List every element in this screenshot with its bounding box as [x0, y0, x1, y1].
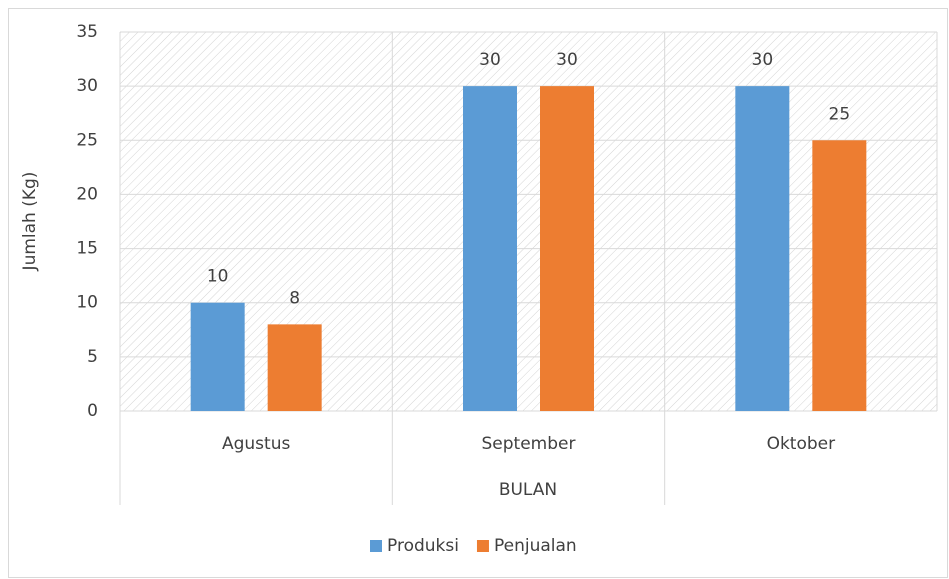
- x-tick-label: Agustus: [222, 434, 290, 454]
- y-tick-label: 25: [76, 130, 98, 150]
- data-label: 8: [289, 288, 300, 308]
- y-tick-label: 20: [76, 184, 98, 204]
- y-tick-label: 35: [76, 22, 98, 42]
- bar: [812, 140, 867, 412]
- data-label: 25: [829, 104, 851, 124]
- legend-label: Produksi: [387, 536, 459, 556]
- y-tick-label: 15: [76, 239, 98, 259]
- data-label: 10: [207, 267, 229, 287]
- data-label: 30: [752, 50, 774, 70]
- data-label: 30: [479, 50, 501, 70]
- bar: [540, 86, 594, 412]
- legend-swatch: [370, 540, 382, 552]
- plot-background: [120, 32, 937, 411]
- x-axis-title: BULAN: [499, 480, 557, 500]
- legend-label: Penjualan: [494, 536, 577, 556]
- y-tick-label: 0: [87, 401, 98, 421]
- y-axis-title: Jumlah (Kg): [20, 172, 40, 272]
- bar: [190, 302, 245, 411]
- y-tick-label: 10: [76, 293, 98, 313]
- y-tick-label: 30: [76, 76, 98, 96]
- data-label: 30: [556, 50, 578, 70]
- bar: [735, 86, 790, 412]
- x-tick-label: September: [482, 434, 576, 454]
- x-tick-label: Oktober: [767, 434, 836, 454]
- y-tick-label: 5: [87, 347, 98, 367]
- bar: [267, 324, 322, 411]
- bar: [463, 86, 517, 412]
- legend-swatch: [476, 540, 489, 552]
